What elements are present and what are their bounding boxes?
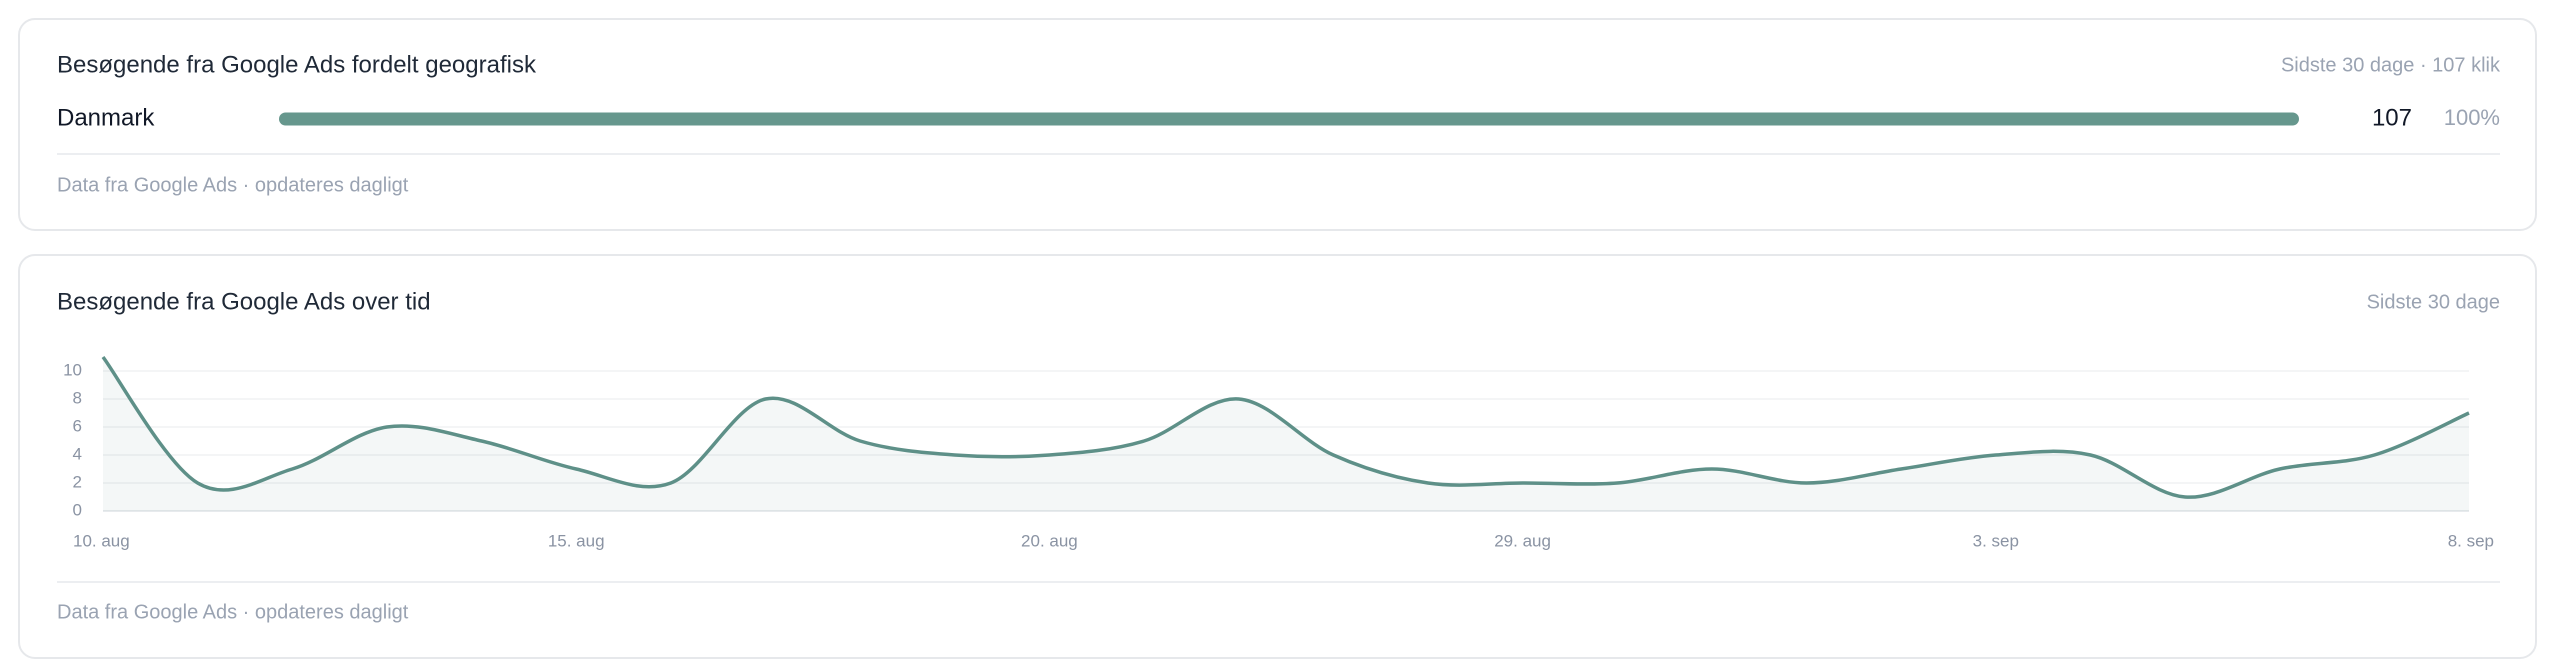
row-label: Danmark bbox=[57, 104, 155, 131]
chart-note: Data fra Google Ads · opdateres dagligt bbox=[57, 601, 409, 623]
row-value: 107 bbox=[2372, 104, 2412, 131]
row-percent: 100% bbox=[2444, 105, 2500, 130]
y-tick-label: 4 bbox=[73, 444, 82, 463]
y-tick-label: 8 bbox=[73, 388, 82, 407]
x-tick-label: 15. aug bbox=[548, 531, 605, 550]
card-summary: Sidste 30 dage · 107 klik bbox=[2281, 54, 2501, 76]
area bbox=[103, 357, 2469, 511]
x-tick-label: 20. aug bbox=[1021, 531, 1078, 550]
y-tick-label: 6 bbox=[73, 416, 82, 435]
chart-title: Besøgende fra Google Ads over tid bbox=[57, 288, 431, 315]
card-title: Besøgende fra Google Ads fordelt geograf… bbox=[57, 51, 537, 78]
x-tick-label: 8. sep bbox=[2448, 531, 2494, 550]
chart-subtitle: Sidste 30 dage bbox=[2367, 291, 2500, 313]
bar bbox=[279, 112, 2299, 126]
chart-card bbox=[18, 254, 2537, 659]
x-tick-label: 10. aug bbox=[73, 531, 130, 550]
y-tick-label: 0 bbox=[73, 500, 82, 519]
line bbox=[101, 355, 2470, 499]
y-tick-label: 10 bbox=[63, 360, 82, 379]
y-tick-label: 2 bbox=[73, 472, 82, 491]
card-note: Data fra Google Ads · opdateres dagligt bbox=[57, 174, 409, 196]
x-tick-label: 29. aug bbox=[1494, 531, 1551, 550]
x-tick-label: 3. sep bbox=[1973, 531, 2019, 550]
